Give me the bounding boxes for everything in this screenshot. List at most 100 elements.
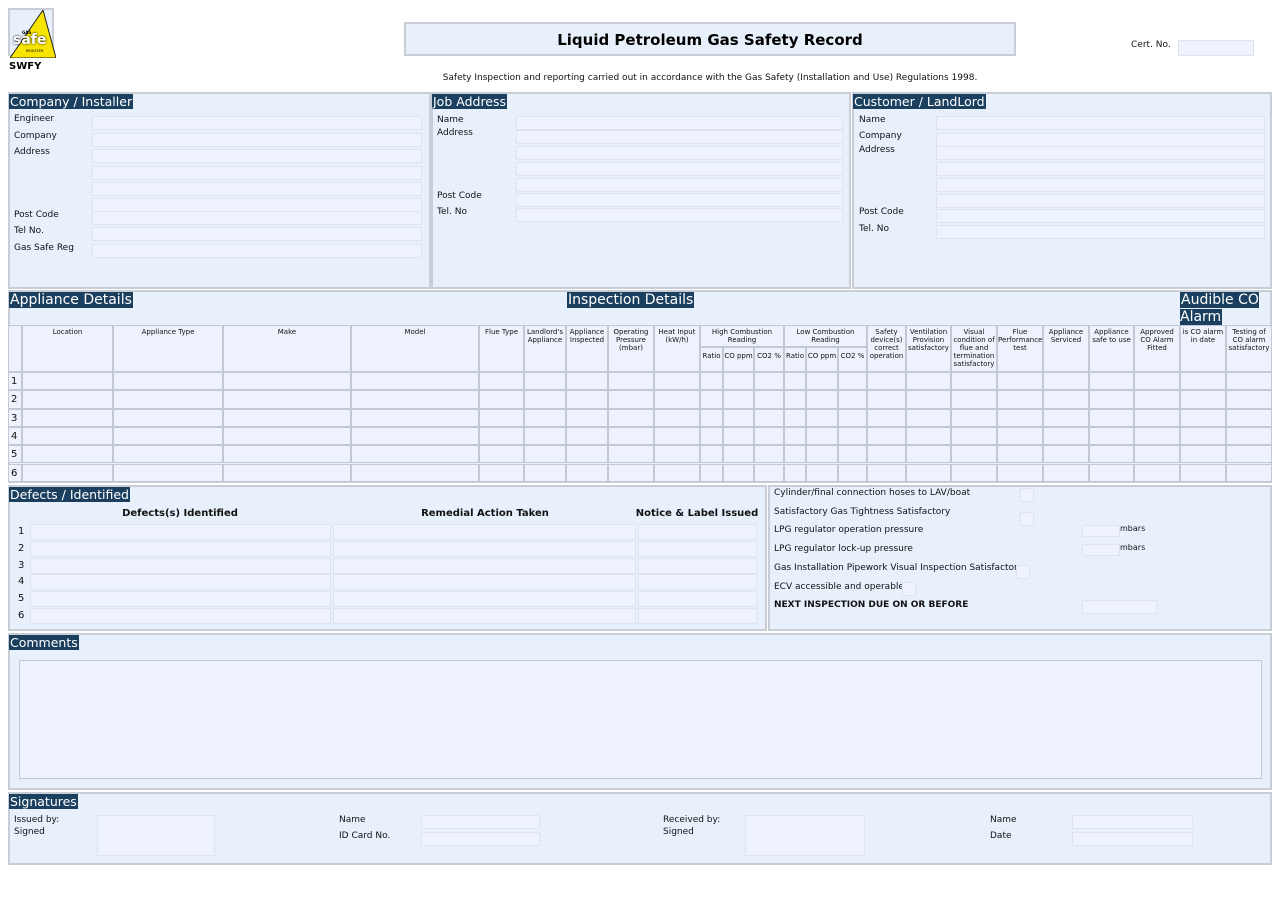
table-cell[interactable]: [524, 445, 566, 464]
table-cell[interactable]: [838, 426, 867, 446]
table-cell[interactable]: [806, 372, 838, 391]
table-cell[interactable]: [1134, 445, 1180, 464]
table-cell[interactable]: [867, 445, 906, 464]
input-field[interactable]: [92, 211, 422, 225]
table-cell[interactable]: [1089, 408, 1134, 427]
table-cell[interactable]: [1089, 463, 1134, 482]
input-field[interactable]: [936, 209, 1265, 223]
input-field[interactable]: [30, 540, 331, 557]
input-field[interactable]: [516, 193, 843, 207]
input-field[interactable]: [30, 608, 331, 624]
input-field[interactable]: [936, 133, 1265, 147]
table-cell[interactable]: [1226, 408, 1272, 427]
input-field[interactable]: [30, 574, 331, 591]
table-cell[interactable]: [566, 426, 608, 446]
table-cell[interactable]: [654, 408, 700, 427]
table-cell[interactable]: [784, 372, 806, 391]
table-cell[interactable]: [951, 372, 997, 391]
table-cell[interactable]: [784, 445, 806, 464]
input-field[interactable]: [1020, 488, 1034, 502]
table-cell[interactable]: [906, 390, 951, 409]
table-cell[interactable]: [700, 426, 723, 446]
table-cell[interactable]: [1180, 445, 1226, 464]
table-cell[interactable]: [1043, 408, 1089, 427]
table-cell[interactable]: [608, 408, 654, 427]
table-cell[interactable]: [754, 463, 784, 482]
table-cell[interactable]: [1043, 390, 1089, 409]
input-field[interactable]: [936, 178, 1265, 192]
input-field[interactable]: [333, 557, 636, 574]
table-cell[interactable]: [1180, 463, 1226, 482]
table-cell[interactable]: [754, 426, 784, 446]
input-field[interactable]: [1016, 565, 1030, 579]
table-cell[interactable]: [654, 463, 700, 482]
input-field[interactable]: [516, 116, 843, 130]
table-cell[interactable]: [524, 463, 566, 482]
table-cell[interactable]: [1226, 445, 1272, 464]
table-cell[interactable]: [700, 408, 723, 427]
table-cell[interactable]: [867, 372, 906, 391]
table-cell[interactable]: [1226, 372, 1272, 391]
table-cell[interactable]: [1180, 426, 1226, 446]
input-field[interactable]: [638, 591, 757, 608]
input-field[interactable]: [638, 540, 757, 557]
table-cell[interactable]: [1180, 372, 1226, 391]
input-field[interactable]: [333, 574, 636, 591]
table-cell[interactable]: [479, 372, 524, 391]
table-cell[interactable]: [351, 463, 479, 482]
table-cell[interactable]: [524, 390, 566, 409]
input-field[interactable]: [1082, 525, 1120, 537]
table-cell[interactable]: [784, 426, 806, 446]
table-cell[interactable]: [1043, 372, 1089, 391]
table-cell[interactable]: [479, 426, 524, 446]
input-field[interactable]: [1072, 832, 1193, 846]
table-cell[interactable]: [806, 390, 838, 409]
table-cell[interactable]: [754, 372, 784, 391]
table-cell[interactable]: [838, 463, 867, 482]
table-cell[interactable]: [479, 408, 524, 427]
table-cell[interactable]: [479, 445, 524, 464]
table-cell[interactable]: [22, 463, 113, 482]
table-cell[interactable]: [1226, 426, 1272, 446]
table-cell[interactable]: [1134, 372, 1180, 391]
table-cell[interactable]: [723, 372, 754, 391]
table-cell[interactable]: [524, 426, 566, 446]
table-cell[interactable]: [806, 445, 838, 464]
table-cell[interactable]: [867, 408, 906, 427]
table-cell[interactable]: [524, 372, 566, 391]
table-cell[interactable]: [1089, 426, 1134, 446]
table-cell[interactable]: [906, 408, 951, 427]
input-field[interactable]: [333, 540, 636, 557]
table-cell[interactable]: [113, 445, 223, 464]
table-cell[interactable]: [654, 445, 700, 464]
input-field[interactable]: [92, 116, 422, 130]
table-cell[interactable]: [951, 390, 997, 409]
table-cell[interactable]: [351, 426, 479, 446]
table-cell[interactable]: [1134, 390, 1180, 409]
table-cell[interactable]: [997, 372, 1043, 391]
table-cell[interactable]: [22, 372, 113, 391]
table-cell[interactable]: [784, 408, 806, 427]
table-cell[interactable]: [351, 408, 479, 427]
input-field[interactable]: [92, 149, 422, 163]
input-field[interactable]: [516, 208, 843, 222]
table-cell[interactable]: [754, 390, 784, 409]
table-cell[interactable]: [566, 390, 608, 409]
table-cell[interactable]: [1226, 463, 1272, 482]
table-cell[interactable]: [1089, 445, 1134, 464]
table-cell[interactable]: [566, 463, 608, 482]
table-cell[interactable]: [223, 372, 351, 391]
table-cell[interactable]: [867, 463, 906, 482]
input-field[interactable]: [936, 116, 1265, 130]
table-cell[interactable]: [723, 390, 754, 409]
input-field[interactable]: [92, 182, 422, 196]
input-field[interactable]: [936, 146, 1265, 160]
table-cell[interactable]: [654, 372, 700, 391]
input-field[interactable]: [1072, 815, 1193, 829]
input-field[interactable]: [936, 162, 1265, 176]
table-cell[interactable]: [951, 408, 997, 427]
input-field[interactable]: [92, 227, 422, 241]
table-cell[interactable]: [700, 445, 723, 464]
table-cell[interactable]: [113, 463, 223, 482]
table-cell[interactable]: [951, 463, 997, 482]
